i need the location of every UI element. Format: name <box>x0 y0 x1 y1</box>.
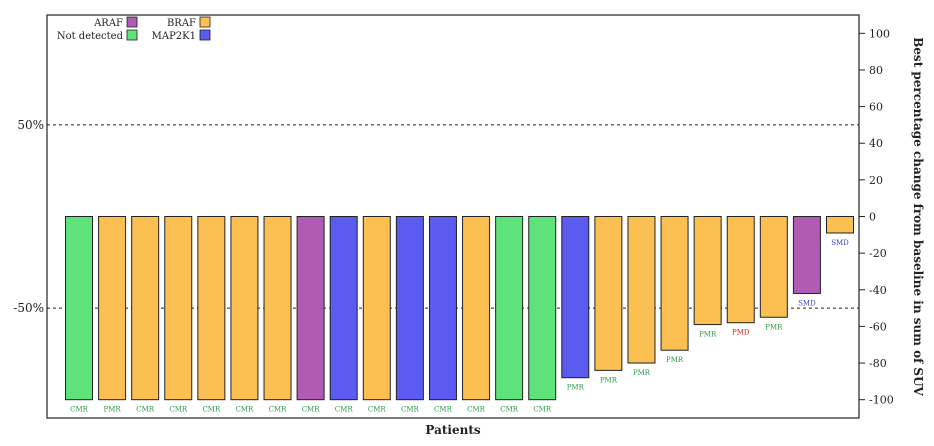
bar <box>495 216 524 401</box>
legend-label: Not detected <box>57 31 124 42</box>
bar-response-label: PMR <box>633 369 651 377</box>
legend-swatch <box>199 16 211 28</box>
bar <box>826 216 854 234</box>
y-tick-label: -100 <box>869 394 894 407</box>
bar <box>65 216 93 401</box>
bar <box>561 216 590 379</box>
legend-swatch <box>126 16 138 28</box>
bar <box>528 216 557 401</box>
bar-response-label: PMR <box>104 406 122 414</box>
y-axis-label: Best percentage change from baseline in … <box>911 37 925 396</box>
bar <box>362 216 391 401</box>
y-tick-label: 60 <box>869 101 883 114</box>
bar-response-label: CMR <box>401 406 420 414</box>
legend-swatch <box>199 29 211 41</box>
bar <box>627 216 656 364</box>
bar <box>296 216 325 401</box>
y-tick-label: 20 <box>869 174 883 187</box>
bar-response-label: CMR <box>302 406 321 414</box>
y-tick-label: -20 <box>869 247 887 260</box>
reference-line-label: 50% <box>17 118 44 132</box>
bar-response-label: CMR <box>467 406 486 414</box>
bar-response-label: SMD <box>798 299 816 307</box>
bar-response-label: SMD <box>831 239 849 247</box>
bar-response-label: CMR <box>368 406 387 414</box>
bar <box>230 216 259 401</box>
y-tick-label: -40 <box>869 284 887 297</box>
bar <box>98 216 127 401</box>
bar-response-label: PMR <box>666 356 684 364</box>
bar-response-label: PMR <box>765 323 783 331</box>
bar-response-label: CMR <box>500 406 519 414</box>
bar <box>197 216 226 401</box>
bar-response-label: CMR <box>335 406 354 414</box>
bar-response-label: CMR <box>236 406 255 414</box>
y-tick-label: -60 <box>869 320 887 333</box>
bar-response-label: PMR <box>600 376 618 384</box>
bar <box>759 216 788 318</box>
bar <box>660 216 689 351</box>
bar <box>594 216 623 371</box>
y-tick-label: 80 <box>869 64 883 77</box>
bar-response-label: CMR <box>70 406 89 414</box>
bar <box>462 216 491 401</box>
bar <box>693 216 722 326</box>
bar <box>131 216 160 401</box>
bar-response-label: CMR <box>434 406 453 414</box>
y-tick-label: 40 <box>869 137 883 150</box>
y-tick-label: 100 <box>869 27 890 40</box>
legend-label: ARAF <box>93 18 123 29</box>
bar-response-label: CMR <box>202 406 221 414</box>
bar <box>395 216 424 401</box>
bar <box>263 216 292 401</box>
bar-response-label: CMR <box>533 406 552 414</box>
legend-label: BRAF <box>167 18 196 29</box>
bar-response-label: CMR <box>269 406 288 414</box>
bar <box>792 216 821 294</box>
bar <box>329 216 358 401</box>
bar-response-label: PMR <box>699 331 717 339</box>
bar <box>164 216 193 401</box>
reference-line-label: -50% <box>13 301 44 315</box>
legend-swatch <box>126 29 138 41</box>
y-tick-label: -80 <box>869 357 887 370</box>
bar-response-label: CMR <box>136 406 155 414</box>
bar <box>428 216 457 401</box>
bar-response-label: CMR <box>169 406 188 414</box>
legend-label: MAP2K1 <box>152 31 196 42</box>
y-tick-label: 0 <box>869 211 876 224</box>
x-axis-label: Patients <box>425 423 480 437</box>
bar-response-label: PMD <box>732 329 750 337</box>
bar <box>726 216 755 324</box>
bar-response-label: PMR <box>567 384 585 392</box>
